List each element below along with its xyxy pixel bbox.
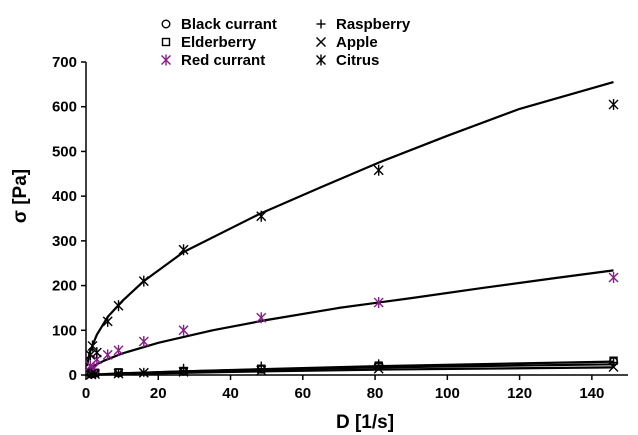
legend-marker <box>161 54 171 66</box>
data-point <box>256 312 267 324</box>
data-point <box>608 272 619 284</box>
legend-label: Apple <box>336 34 378 51</box>
data-point <box>113 368 124 379</box>
data-point <box>85 349 96 361</box>
x-marker-b <box>256 365 267 376</box>
legend-marker <box>161 19 171 29</box>
data-point <box>373 363 384 374</box>
legend-marker <box>316 19 326 29</box>
data-point <box>256 361 266 371</box>
x-marker-b <box>608 361 619 372</box>
x-tick-label: 60 <box>294 385 311 402</box>
tick-labels: 0 100 200 300 400 500 600 700 0 20 40 60 80 100 120 140 <box>52 54 604 402</box>
x-marker-b <box>178 366 189 377</box>
data-point <box>373 297 384 309</box>
x-tick-label: 0 <box>82 385 90 402</box>
legend-marker <box>316 37 326 47</box>
data-points <box>85 98 619 380</box>
legend-label: Black currant <box>181 16 277 33</box>
y-tick-label: 200 <box>52 278 77 295</box>
data-point <box>102 349 113 361</box>
data-point <box>256 365 267 376</box>
fit-curves <box>85 81 614 377</box>
data-point <box>90 369 101 380</box>
y-tick-label: 0 <box>69 367 77 384</box>
legend-marker <box>316 54 326 66</box>
y-axis-title: σ [Pa] <box>10 169 31 223</box>
data-point <box>373 164 384 176</box>
data-point <box>374 359 384 369</box>
x-axis-title: D [1/s] <box>336 412 394 433</box>
legend-label: Elderberry <box>181 34 257 51</box>
y-tick-label: 400 <box>52 188 77 205</box>
y-tick-label: 500 <box>52 143 77 160</box>
x-marker-b <box>373 363 384 374</box>
fit-curve-2 <box>85 269 614 373</box>
circle-marker-shape <box>161 19 171 29</box>
data-point <box>138 367 149 378</box>
fit-curve-5 <box>86 81 614 367</box>
data-point <box>113 344 124 356</box>
x-marker-b <box>90 369 101 380</box>
data-point <box>178 366 189 377</box>
x-marker-b <box>316 37 326 47</box>
data-point <box>609 357 619 367</box>
data-point <box>102 315 113 327</box>
legend-marker <box>161 37 171 47</box>
y-tick-label: 300 <box>52 233 77 250</box>
data-point <box>138 275 149 287</box>
axes <box>81 61 628 380</box>
x-marker-b <box>86 369 97 380</box>
data-point <box>113 300 124 312</box>
data-point <box>91 347 102 359</box>
x-tick-label: 80 <box>367 385 384 402</box>
x-marker-b <box>138 367 149 378</box>
x-tick-label: 120 <box>507 385 532 402</box>
x-tick-label: 100 <box>435 385 460 402</box>
data-point <box>86 369 97 380</box>
data-point <box>87 340 98 352</box>
legend-label: Citrus <box>336 52 379 69</box>
x-tick-label: 40 <box>222 385 239 402</box>
data-point <box>178 324 189 336</box>
y-tick-label: 600 <box>52 99 77 116</box>
data-point <box>608 361 619 372</box>
legend-label: Red currant <box>181 52 265 69</box>
y-tick-label: 700 <box>52 54 77 71</box>
legend-label: Raspberry <box>336 16 411 33</box>
data-point <box>138 335 149 347</box>
data-point <box>256 210 267 222</box>
square-marker-shape <box>161 37 171 47</box>
x-tick-label: 140 <box>579 385 604 402</box>
data-point <box>178 244 189 256</box>
y-tick-label: 100 <box>52 322 77 339</box>
x-tick-label: 20 <box>150 385 167 402</box>
data-point <box>608 98 619 110</box>
x-marker-b <box>113 368 124 379</box>
